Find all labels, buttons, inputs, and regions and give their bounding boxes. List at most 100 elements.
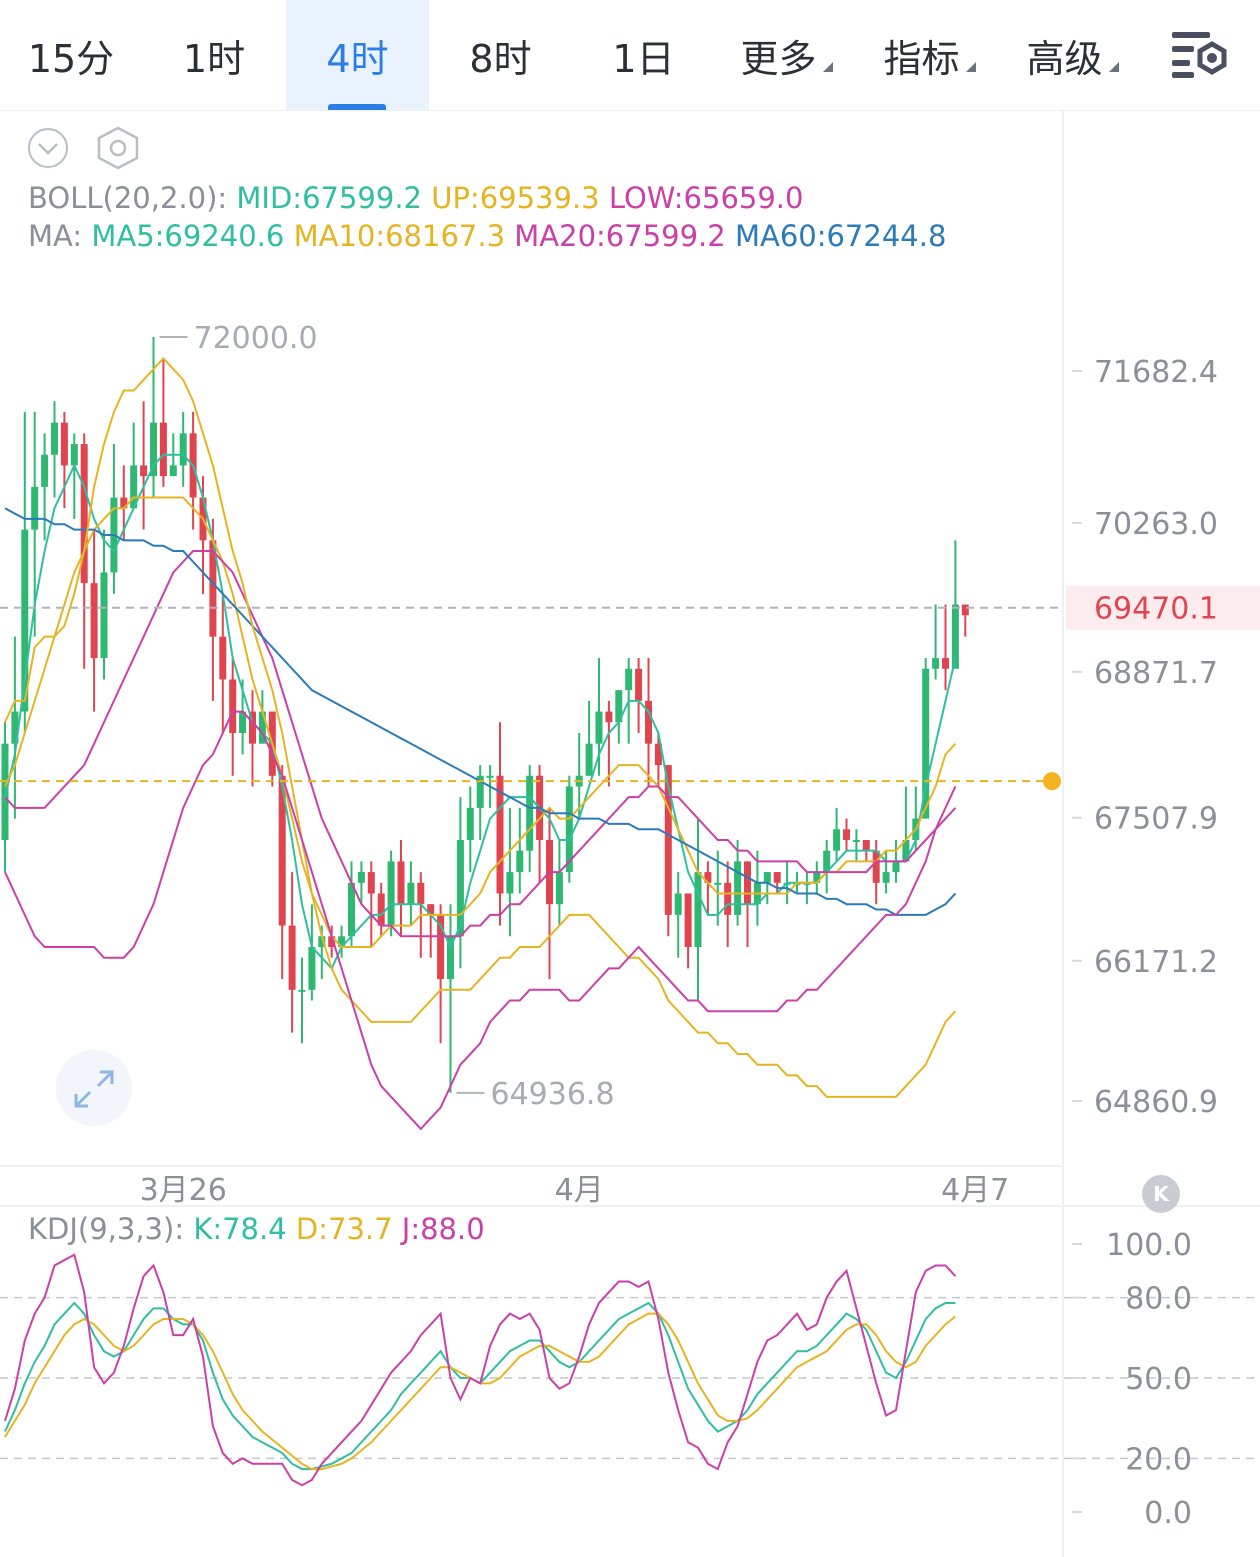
candle-body xyxy=(159,422,167,477)
candle-body xyxy=(179,433,187,466)
tab-1h[interactable]: 1时 xyxy=(142,0,286,110)
candlestick xyxy=(555,839,563,926)
candlestick xyxy=(882,850,890,894)
candlestick xyxy=(407,861,415,926)
candlestick xyxy=(615,690,623,744)
candle-body xyxy=(734,861,742,915)
timeframe-tab-bar: 15分 1时 4时 8时 1日 更多 指标 高级 xyxy=(0,0,1260,111)
candlestick xyxy=(783,861,791,905)
tab-4h[interactable]: 4时 xyxy=(286,0,429,110)
candlestick xyxy=(169,433,177,477)
tab-1d[interactable]: 1日 xyxy=(572,0,715,110)
candle-body xyxy=(575,775,583,787)
kdj-line-d xyxy=(4,1312,957,1471)
tab-more[interactable]: 更多 xyxy=(715,0,858,110)
price-axis-label: 67507.9 xyxy=(1094,802,1218,837)
candle-body xyxy=(773,872,781,883)
candlestick xyxy=(357,861,365,905)
tab-15min[interactable]: 15分 xyxy=(0,0,142,110)
tab-label: 指标 xyxy=(883,36,960,81)
collapse-chevron-icon[interactable] xyxy=(28,128,68,168)
hexagon-settings-icon[interactable] xyxy=(97,126,139,170)
line-boll-low xyxy=(4,710,957,1131)
candle-body xyxy=(843,829,850,840)
candle-body xyxy=(486,775,494,778)
candlestick xyxy=(684,893,692,969)
candle-body xyxy=(427,904,435,915)
candlestick xyxy=(308,904,316,1001)
candlestick xyxy=(961,604,969,637)
time-axis-label: 4月 xyxy=(555,1173,604,1208)
candlestick xyxy=(150,337,157,498)
candlestick xyxy=(80,433,88,669)
candlestick xyxy=(912,786,920,851)
candlestick xyxy=(486,765,494,808)
candle-body xyxy=(694,872,702,947)
candle-body xyxy=(872,850,880,883)
tab-label: 更多 xyxy=(740,36,817,81)
candlestick xyxy=(100,529,108,680)
candlestick xyxy=(51,401,58,498)
candlestick xyxy=(565,775,573,883)
candle-body xyxy=(951,604,959,669)
line-ma20 xyxy=(4,550,957,938)
candlestick xyxy=(635,658,643,733)
candlestick xyxy=(60,411,68,509)
candle-body xyxy=(239,711,247,733)
candle-body xyxy=(100,572,108,659)
tab-indicators[interactable]: 指标 xyxy=(858,0,1001,110)
candle-body xyxy=(41,454,49,487)
candle-body xyxy=(318,936,326,947)
low-annotation-label: 64936.8 xyxy=(491,1077,615,1112)
candle-body xyxy=(11,711,19,744)
ma5-value: MA5:69240.6 xyxy=(91,219,285,253)
candle-body xyxy=(466,807,474,840)
candlestick xyxy=(823,839,831,894)
candlestick xyxy=(367,861,375,947)
candlestick xyxy=(664,765,672,937)
chart-settings-button[interactable] xyxy=(1168,26,1230,84)
kdj-k-value: K:78.4 xyxy=(193,1212,287,1246)
kdj-label: KDJ(9,3,3): xyxy=(28,1212,185,1246)
reference-price-marker xyxy=(1043,772,1061,791)
kdj-d-value: D:73.7 xyxy=(295,1212,393,1246)
candlestick xyxy=(793,872,801,894)
line-boll-up xyxy=(4,356,957,1098)
price-axis-label: 64860.9 xyxy=(1094,1085,1218,1120)
tab-advanced[interactable]: 高级 xyxy=(1001,0,1144,110)
candlestick xyxy=(625,658,633,744)
candlestick xyxy=(298,957,306,1044)
candle-body xyxy=(862,839,870,851)
candlestick xyxy=(645,658,652,787)
candle-body xyxy=(833,829,841,851)
candle-body xyxy=(536,775,544,840)
candle-body xyxy=(763,872,771,883)
candle-body xyxy=(625,668,633,691)
candle-body xyxy=(645,700,652,744)
candle-body xyxy=(150,422,157,477)
candle-body xyxy=(635,668,643,701)
candle-body xyxy=(882,872,890,883)
candle-body xyxy=(506,872,514,894)
tab-label: 8时 xyxy=(469,36,532,81)
candle-body xyxy=(31,486,39,530)
candle-body xyxy=(892,861,900,873)
high-annotation-label: 72000.0 xyxy=(194,321,318,356)
candlestick xyxy=(734,839,742,926)
tab-8h[interactable]: 8时 xyxy=(429,0,572,110)
line-ma5 xyxy=(4,453,957,971)
candlestick xyxy=(417,872,425,958)
candle-body xyxy=(338,936,346,947)
ma60-value: MA60:67244.8 xyxy=(734,219,947,253)
candle-body xyxy=(912,818,920,840)
candle-body xyxy=(229,679,237,733)
fullscreen-button[interactable] xyxy=(56,1050,132,1126)
candle-body xyxy=(308,946,316,990)
scroll-to-latest-button[interactable]: K xyxy=(1142,1175,1180,1213)
candle-body xyxy=(169,465,177,477)
candlestick xyxy=(575,732,583,819)
candlestick xyxy=(120,465,128,541)
candle-body xyxy=(110,497,118,573)
candle-body xyxy=(447,936,454,980)
kdj-axis-label: 50.0 xyxy=(1125,1362,1192,1397)
